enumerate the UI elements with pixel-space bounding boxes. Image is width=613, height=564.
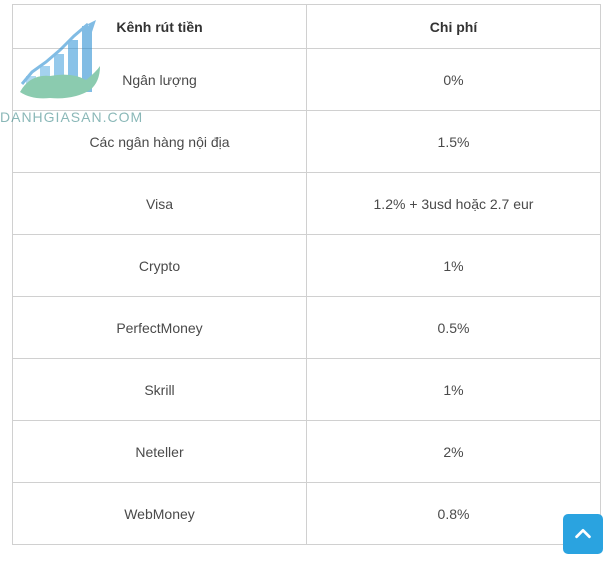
cell-fee: 1.5% xyxy=(307,111,601,173)
cell-fee: 1% xyxy=(307,359,601,421)
scroll-to-top-button[interactable] xyxy=(563,514,603,554)
cell-channel: Skrill xyxy=(13,359,307,421)
cell-fee: 0% xyxy=(307,49,601,111)
cell-channel: Các ngân hàng nội địa xyxy=(13,111,307,173)
cell-fee: 0.5% xyxy=(307,297,601,359)
cell-channel: Ngân lượng xyxy=(13,49,307,111)
cell-fee: 2% xyxy=(307,421,601,483)
col-header-fee: Chi phí xyxy=(307,5,601,49)
cell-fee: 0.8% xyxy=(307,483,601,545)
table-header-row: Kênh rút tiền Chi phí xyxy=(13,5,601,49)
chevron-up-icon xyxy=(572,523,594,545)
cell-channel: Neteller xyxy=(13,421,307,483)
table-row: WebMoney 0.8% xyxy=(13,483,601,545)
table-row: Neteller 2% xyxy=(13,421,601,483)
table-row: Skrill 1% xyxy=(13,359,601,421)
fee-table-container: Kênh rút tiền Chi phí Ngân lượng 0% Các … xyxy=(0,0,613,545)
table-row: PerfectMoney 0.5% xyxy=(13,297,601,359)
col-header-channel: Kênh rút tiền xyxy=(13,5,307,49)
table-row: Visa 1.2% + 3usd hoặc 2.7 eur xyxy=(13,173,601,235)
cell-channel: Crypto xyxy=(13,235,307,297)
cell-fee: 1% xyxy=(307,235,601,297)
table-row: Các ngân hàng nội địa 1.5% xyxy=(13,111,601,173)
fee-table: Kênh rút tiền Chi phí Ngân lượng 0% Các … xyxy=(12,4,601,545)
cell-channel: Visa xyxy=(13,173,307,235)
cell-fee: 1.2% + 3usd hoặc 2.7 eur xyxy=(307,173,601,235)
table-row: Ngân lượng 0% xyxy=(13,49,601,111)
cell-channel: PerfectMoney xyxy=(13,297,307,359)
cell-channel: WebMoney xyxy=(13,483,307,545)
table-row: Crypto 1% xyxy=(13,235,601,297)
